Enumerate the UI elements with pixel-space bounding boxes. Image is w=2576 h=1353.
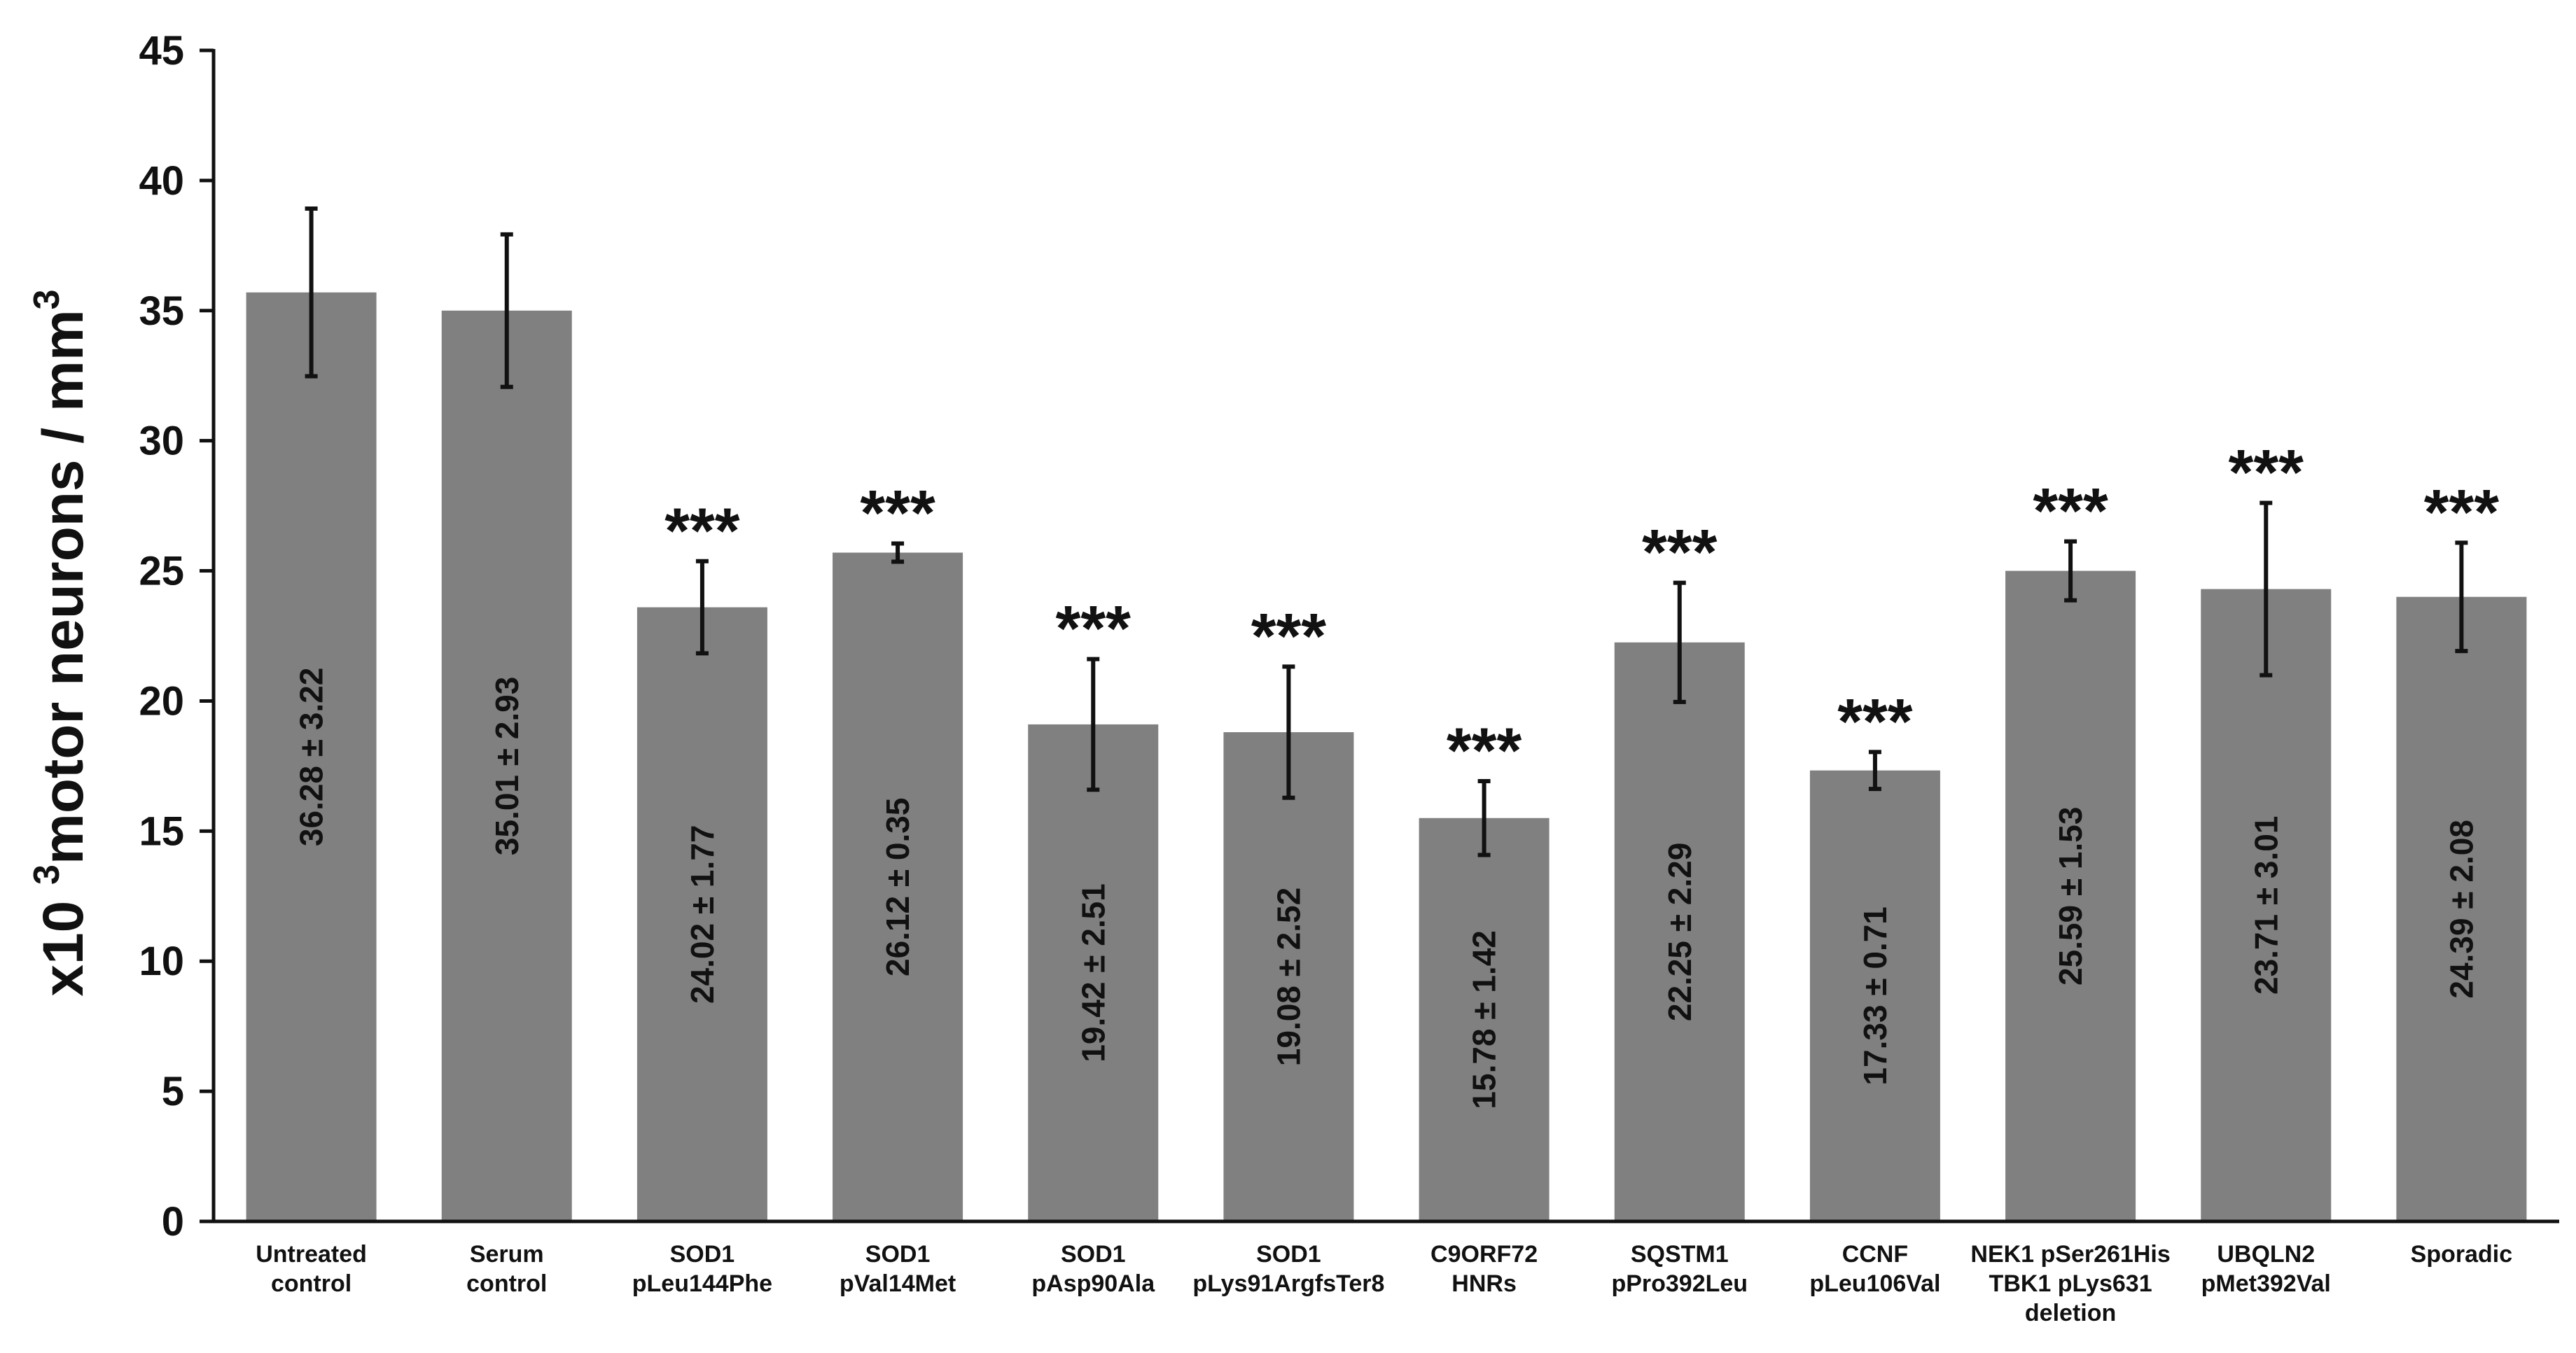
y-tick-label: 5: [162, 1069, 184, 1114]
y-tick-label: 20: [139, 678, 184, 724]
x-category-label: Untreated control: [256, 1241, 367, 1297]
y-axis-title-exponent: 3: [27, 864, 67, 885]
y-axis-title-base: x10: [32, 885, 95, 997]
x-category-label: SOD1 pLys91ArgfsTer8: [1192, 1241, 1384, 1297]
bar-value-label: 25.59 ± 1.53: [2052, 807, 2089, 986]
bar-value-label: 24.02 ± 1.77: [684, 825, 720, 1004]
bar-value-label: 26.12 ± 0.35: [879, 798, 916, 976]
significance-label: ***: [1447, 715, 1522, 787]
bar: [1419, 818, 1550, 1221]
y-tick-label: 25: [139, 549, 184, 594]
x-axis: Untreated control Serum control SOD1 pLeu144P…: [214, 1219, 2559, 1326]
x-category-label: UBQLN2 pMet392Val: [2201, 1241, 2331, 1297]
significance-label: ***: [1642, 517, 1718, 589]
y-tick-label: 40: [139, 158, 184, 204]
error-bar: [695, 559, 709, 656]
y-tick-label: 45: [139, 28, 184, 73]
bars: 36.28 ± 3.22 35.01 ± 2.93 24.02 ± 1.77 *** 2…: [246, 206, 2527, 1222]
error-bar: [1477, 778, 1491, 857]
bar: [246, 292, 377, 1222]
bar-value-label: 23.71 ± 3.01: [2248, 816, 2284, 995]
bar-value-label: 22.25 ± 2.29: [1662, 843, 1698, 1021]
bar: [636, 607, 767, 1221]
bar: [1028, 724, 1159, 1221]
significance-label: ***: [1837, 686, 1913, 757]
significance-label: ***: [2424, 477, 2500, 548]
significance-label: ***: [1056, 594, 1132, 665]
bar-value-label: 19.08 ± 2.52: [1270, 888, 1307, 1066]
error-bar: [891, 541, 905, 564]
x-category-label: SOD1 pAsp90Ala: [1031, 1241, 1155, 1297]
significance-label: ***: [860, 478, 935, 549]
significance-label: ***: [1251, 601, 1327, 672]
bar: [2396, 596, 2527, 1221]
significance-label: ***: [2033, 476, 2108, 547]
y-tick-label: 0: [162, 1199, 184, 1245]
error-bar: [2455, 540, 2468, 654]
y-tick-label: 10: [139, 939, 184, 984]
y-axis: 0 5 10 15 20 25 30 35 40 45: [139, 28, 216, 1245]
y-axis-title-unit-exponent: 3: [27, 289, 67, 309]
x-category-label: C9ORF72 HNRs: [1430, 1241, 1538, 1297]
error-bar: [500, 232, 513, 389]
x-category-label: SOD1 pLeu144Phe: [632, 1241, 772, 1297]
error-bar: [2064, 539, 2077, 603]
bar: [1809, 770, 1940, 1221]
error-bar: [305, 206, 318, 379]
x-category-label: Serum control: [466, 1241, 547, 1297]
bar: [2005, 570, 2136, 1221]
significance-label: ***: [664, 496, 740, 567]
error-bar: [1282, 664, 1295, 800]
significance-label: ***: [2229, 437, 2304, 509]
bar-value-label: 15.78 ± 1.42: [1466, 930, 1503, 1109]
x-category-label: NEK1 pSer261His TBK1 pLys631 deletion: [1970, 1241, 2170, 1326]
bar-value-label: 24.39 ± 2.08: [2443, 820, 2479, 998]
bar-value-label: 36.28 ± 3.22: [293, 668, 330, 846]
y-axis-title-unit: motor neurons / mm: [32, 309, 95, 864]
error-bar: [2260, 500, 2273, 678]
y-tick-label: 15: [139, 808, 184, 854]
y-tick-label: 35: [139, 288, 184, 334]
error-bar: [1087, 657, 1100, 792]
bar: [833, 552, 963, 1221]
x-category-label: SQSTM1 pPro392Leu: [1611, 1241, 1748, 1297]
x-category-label: CCNF pLeu106Val: [1809, 1241, 1940, 1297]
x-category-label: Sporadic: [2411, 1241, 2512, 1268]
y-axis-title: x10 3motor neurons / mm3: [27, 289, 95, 996]
bar: [1614, 642, 1745, 1221]
bar-value-label: 17.33 ± 0.71: [1857, 906, 1893, 1085]
error-bar: [1673, 580, 1686, 704]
x-category-label: SOD1 pVal14Met: [840, 1241, 956, 1297]
bar: [441, 310, 572, 1221]
error-bar: [1868, 750, 1881, 792]
y-tick-label: 30: [139, 419, 184, 464]
bar-value-label: 19.42 ± 2.51: [1075, 883, 1111, 1062]
bar: [1223, 732, 1354, 1221]
bar-value-label: 35.01 ± 2.93: [489, 677, 525, 855]
bar: [2201, 589, 2332, 1221]
y-axis-label: x10 3motor neurons / mm3: [27, 289, 95, 996]
